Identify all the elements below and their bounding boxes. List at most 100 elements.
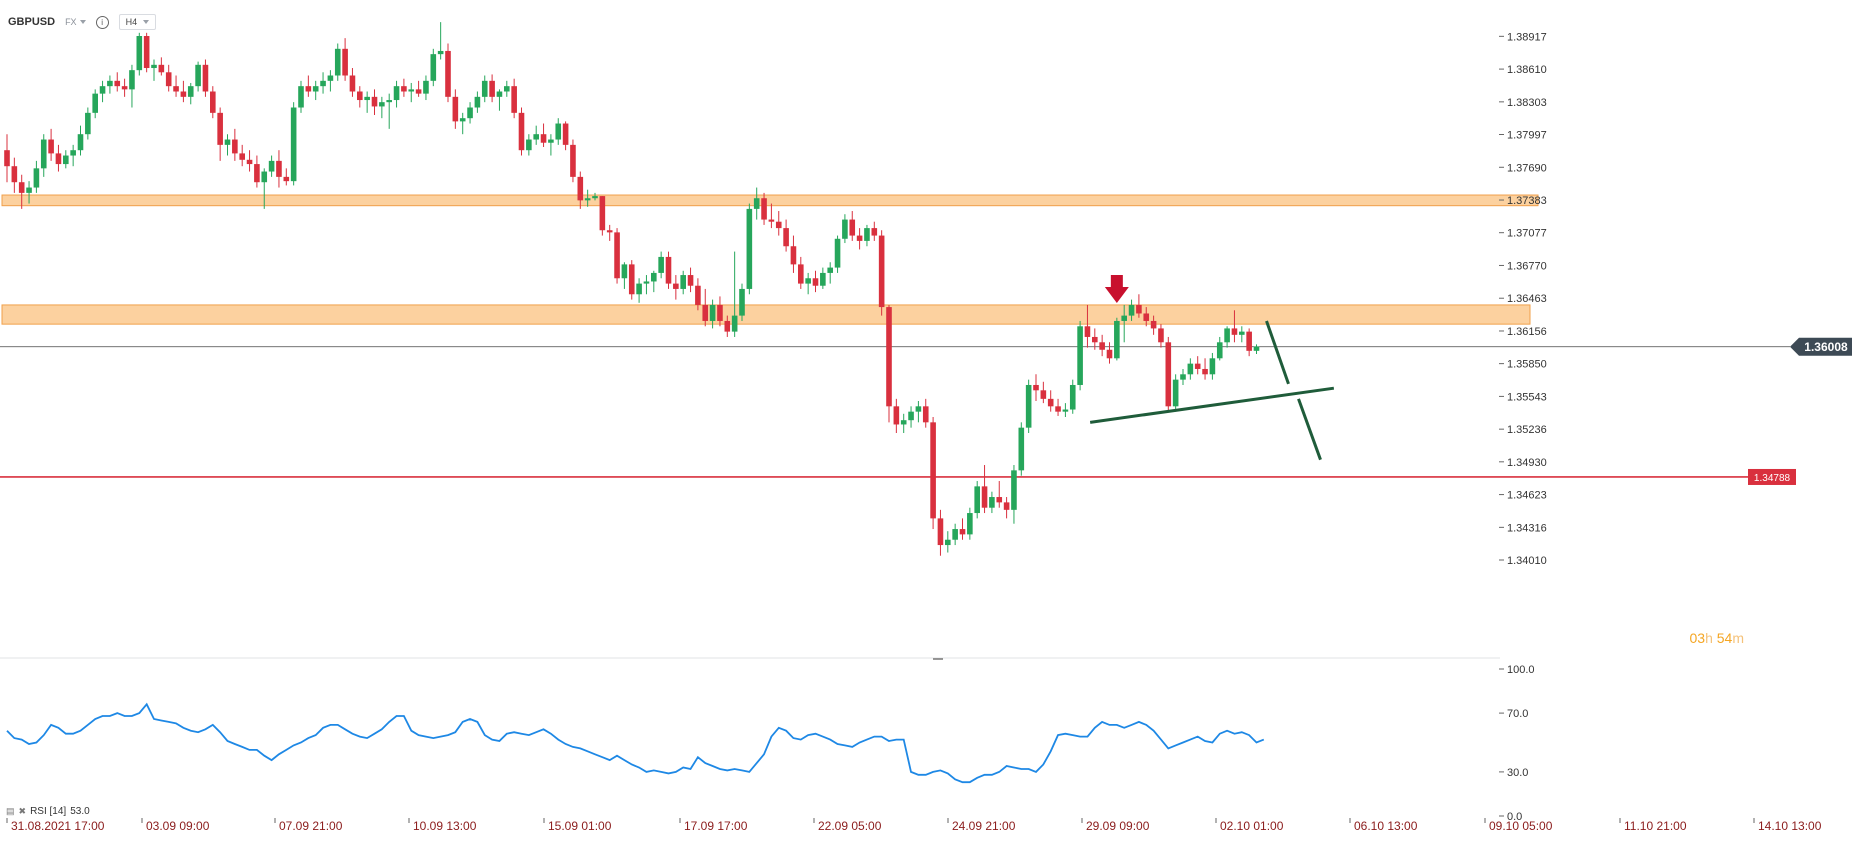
- price-tick-label: 1.34316: [1507, 522, 1547, 534]
- candle-body: [187, 86, 194, 97]
- candle-body: [717, 304, 723, 321]
- rsi-tick-label: 100.0: [1507, 664, 1535, 676]
- candle-body: [548, 139, 554, 143]
- time-axis: 31.08.2021 17:00 03.09 09:00 07.09 21:00 10…: [6, 818, 1822, 833]
- candle-body: [878, 235, 885, 308]
- sell-arrow-icon: [1104, 275, 1129, 304]
- candle-body: [1224, 328, 1230, 343]
- support-price-tag: [1748, 468, 1796, 485]
- candle-body: [320, 80, 326, 87]
- candle-body: [357, 91, 363, 101]
- candle-body: [761, 198, 767, 220]
- countdown-minutes-unit: m: [1732, 630, 1744, 646]
- candle-body: [180, 91, 187, 97]
- candle-body: [834, 238, 841, 268]
- candle-body: [1216, 342, 1223, 359]
- candle-body: [1158, 328, 1164, 343]
- candle-body: [459, 118, 466, 122]
- rsi-tick-label: 70.0: [1507, 708, 1528, 720]
- candle-body: [1246, 331, 1252, 351]
- time-tick-label: 03.09 09:00: [146, 819, 210, 833]
- time-tick-label: 09.10 05:00: [1489, 819, 1553, 833]
- resistance-zones: [1, 194, 1539, 325]
- price-tick-label: 1.34623: [1507, 490, 1547, 502]
- candle-body: [937, 518, 944, 546]
- candle-body: [849, 219, 856, 236]
- candle-body: [40, 139, 47, 169]
- rsi-pane: 100.0 70.0 30.0 0.0: [6, 664, 1535, 823]
- trendline: [1089, 386, 1335, 424]
- candle-body: [1209, 358, 1216, 375]
- market-selector[interactable]: FX: [65, 17, 86, 27]
- candle-body: [107, 80, 113, 87]
- candle-body: [11, 166, 18, 183]
- time-tick-label: 11.10 21:00: [1624, 819, 1687, 833]
- chart-toolbar: GBPUSD FX i H4: [8, 10, 157, 34]
- symbol-label[interactable]: GBPUSD: [8, 16, 56, 28]
- info-icon[interactable]: i: [95, 15, 109, 29]
- candle-body: [1099, 342, 1105, 350]
- candle-body: [268, 160, 275, 172]
- candle-body: [981, 486, 988, 508]
- candle-body: [570, 144, 576, 177]
- price-tick-label: 1.37077: [1507, 228, 1547, 240]
- price-tick-label: 1.37690: [1507, 162, 1547, 174]
- candle-body: [922, 406, 929, 423]
- market-label: FX: [65, 17, 77, 27]
- timeframe-selector[interactable]: H4: [118, 14, 157, 30]
- projection-line: [1265, 320, 1290, 385]
- time-tick-label: 22.09 05:00: [818, 819, 882, 833]
- candle-body: [423, 80, 429, 94]
- candle-body: [1084, 326, 1091, 337]
- price-tick-label: 1.36770: [1507, 260, 1547, 272]
- candle-body: [900, 420, 907, 425]
- candle-body: [85, 112, 91, 135]
- time-tick-label: 14.10 13:00: [1758, 819, 1822, 833]
- candle-body: [1187, 363, 1194, 375]
- candle-body: [864, 228, 870, 241]
- support-level: 1.34788: [0, 468, 1796, 485]
- candle-body: [775, 221, 782, 229]
- candle-body: [136, 36, 143, 71]
- close-icon[interactable]: ✖: [18, 806, 27, 816]
- candle-body: [621, 264, 628, 279]
- countdown-hours-unit: h: [1705, 630, 1713, 646]
- price-tick-label: 1.37997: [1507, 130, 1547, 142]
- candle-body: [4, 150, 10, 167]
- projection-line: [1297, 398, 1322, 461]
- candle-body: [121, 86, 128, 90]
- candle-body: [99, 86, 106, 94]
- candle-body: [1180, 374, 1186, 380]
- rsi-value: 53.0: [70, 806, 90, 817]
- candle-body: [70, 150, 76, 156]
- candle-body: [827, 267, 833, 273]
- candle-body: [202, 64, 209, 92]
- candle-body: [930, 422, 936, 519]
- candle-body: [33, 168, 40, 188]
- time-tick-label: 07.09 21:00: [279, 819, 343, 833]
- candle-body: [651, 272, 657, 282]
- candle-body: [1106, 349, 1113, 359]
- time-tick-label: 15.09 01:00: [548, 819, 612, 833]
- candle-body: [342, 48, 348, 76]
- candle-body: [746, 208, 753, 289]
- candle-body: [1202, 368, 1208, 375]
- candle-body: [489, 80, 495, 97]
- current-price-label: 1.36008: [1804, 340, 1848, 354]
- candle-body: [283, 176, 290, 182]
- indicator-settings-icon[interactable]: ▤: [6, 806, 15, 816]
- pane-divider: [0, 657, 1500, 660]
- candle-body: [658, 256, 664, 273]
- price-tick-label: 1.35236: [1507, 424, 1547, 436]
- price-tick-label: 1.38917: [1507, 31, 1547, 43]
- candle-body: [709, 304, 716, 321]
- time-tick-label: 24.09 21:00: [952, 819, 1016, 833]
- candle-body: [305, 86, 312, 92]
- candle-body: [945, 539, 951, 546]
- resistance-zone: [1, 194, 1539, 207]
- price-tick-label: 1.38610: [1507, 64, 1547, 76]
- candle-body: [643, 281, 650, 284]
- candle-body: [783, 228, 789, 247]
- chevron-down-icon: [143, 20, 150, 24]
